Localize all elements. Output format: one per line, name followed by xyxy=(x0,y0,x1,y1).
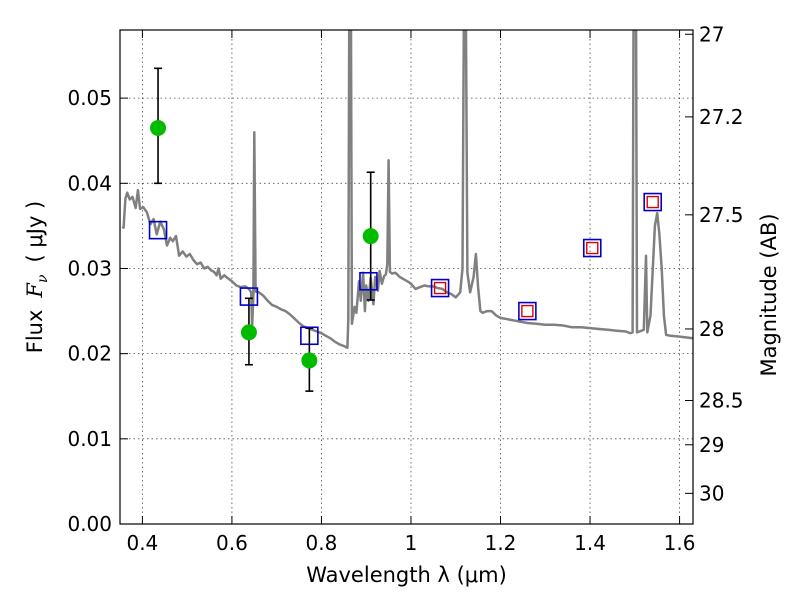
mag-tick-label: 27.2 xyxy=(699,105,744,129)
x-tick-label: 1 xyxy=(405,531,418,555)
mag-tick-label: 28.5 xyxy=(699,389,744,413)
spectrum-layer xyxy=(121,30,693,349)
plot-frame xyxy=(119,29,694,525)
right-axis-label: Magnitude (AB) xyxy=(757,213,781,376)
x-tick-label: 1.2 xyxy=(485,531,517,555)
y-axis-label: Flux Fν ( μJy ) xyxy=(23,201,51,353)
mag-tick-label: 29 xyxy=(699,433,724,457)
y-axis-label-symbol: F xyxy=(23,282,47,299)
model-square-marker xyxy=(643,192,663,212)
model-square-marker xyxy=(300,326,319,346)
x-tick-label: 0.4 xyxy=(126,531,158,555)
y-tick-label: 0.01 xyxy=(67,427,112,451)
y-tick-label: 0.05 xyxy=(67,86,112,110)
y-tick-label: 0.04 xyxy=(67,171,112,195)
mag-tick-label: 30 xyxy=(699,481,724,505)
model-square-marker xyxy=(148,220,168,240)
mag-tick-label: 27.5 xyxy=(699,203,744,227)
mag-tick-label: 28 xyxy=(699,317,724,341)
x-tick-label: 0.8 xyxy=(306,531,338,555)
model-square-marker xyxy=(430,278,450,298)
y-axis-label-prefix: Flux xyxy=(23,310,47,354)
model-inner-square-marker xyxy=(521,304,534,318)
marker-layer xyxy=(148,67,663,392)
model-inner-square-marker xyxy=(433,281,447,295)
tick-layer: 0.4 0.6 0.8 1 1.2 1.4 1.6 0.00 0.01 0.02 0.03 0.04 0… xyxy=(67,22,743,555)
model-square-marker xyxy=(359,271,378,291)
photometry-point xyxy=(150,119,167,136)
x-tick-label: 1.4 xyxy=(574,531,606,555)
model-square-marker xyxy=(239,287,259,306)
model-inner-square-marker xyxy=(586,241,599,255)
mag-tick-label: 27 xyxy=(699,22,724,46)
x-tick-label: 1.6 xyxy=(664,531,696,555)
y-tick-label: 0.03 xyxy=(67,256,112,280)
y-tick-label: 0.00 xyxy=(67,512,112,536)
x-axis-label: Wavelength λ (μm) xyxy=(306,563,507,587)
photometry-point xyxy=(240,324,257,341)
photometry-point xyxy=(362,228,379,245)
grid-layer xyxy=(120,30,693,525)
y-axis-label-unit: ( μJy ) xyxy=(23,201,47,263)
y-axis-label-subscript: ν xyxy=(35,274,51,283)
model-inner-square-marker xyxy=(646,195,659,209)
y-tick-label: 0.02 xyxy=(67,342,112,366)
photometry-point xyxy=(301,352,318,369)
model-square-marker xyxy=(518,301,537,321)
spectrum-line xyxy=(121,30,693,349)
x-tick-label: 0.6 xyxy=(216,531,248,555)
model-square-marker xyxy=(582,238,602,258)
